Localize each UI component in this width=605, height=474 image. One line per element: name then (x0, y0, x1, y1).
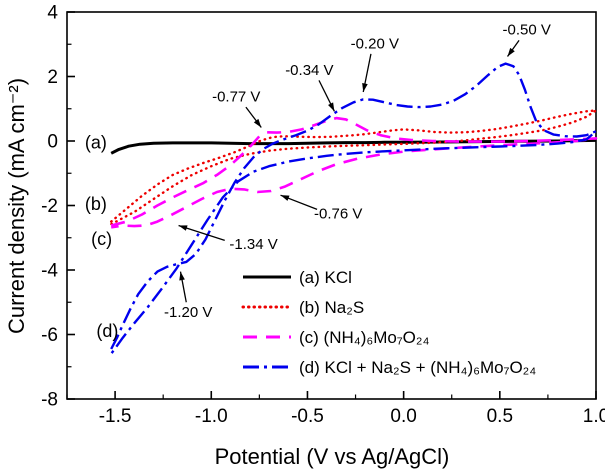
curve-d-mixture (110, 62, 598, 355)
y-tick-label: -4 (41, 261, 58, 282)
x-tick-label: 0.5 (487, 406, 513, 427)
y-tick-label: 0 (47, 132, 58, 153)
curve-letter-c: (c) (91, 229, 112, 249)
x-axis-title: Potential (V vs Ag/AgCl) (215, 444, 450, 469)
y-tick-label: -8 (41, 390, 58, 411)
curve-letter-b: (b) (85, 194, 107, 214)
peak-annotation-3: -0.77 V (212, 88, 260, 105)
y-axis-title: Current density (mA cm⁻²) (4, 78, 29, 334)
peak-annotation-arrow-0-head (507, 47, 515, 57)
y-tick-label: 2 (47, 67, 58, 88)
peak-annotation-arrow-3-head (253, 118, 262, 128)
curve-b-na2s (109, 109, 598, 226)
peak-annotation-4: -0.76 V (314, 206, 362, 223)
x-tick-label: 0.0 (390, 406, 416, 427)
curve-c-ammonium-heptamolybdate (110, 116, 598, 229)
peak-annotation-1: -0.20 V (351, 36, 399, 53)
x-tick-label: -1.5 (99, 406, 132, 427)
legend-label-c-ammonium-heptamolybdate: (c) (NH₄)₆Mo₇O₂₄ (299, 328, 429, 347)
peak-annotation-arrow-5-head (178, 225, 188, 231)
y-tick-label: 4 (47, 3, 58, 24)
y-tick-label: -2 (41, 196, 58, 217)
legend-label-b-na2s: (b) Na₂S (299, 298, 364, 317)
y-tick-label: -6 (41, 325, 58, 346)
peak-annotation-arrow-2-head (328, 102, 335, 112)
x-tick-label: -0.5 (291, 406, 324, 427)
peak-annotation-5: -1.34 V (229, 236, 277, 253)
legend-label-d-mixture: (d) KCl + Na₂S + (NH₄)₆Mo₇O₂₄ (299, 358, 536, 377)
x-tick-label: -1.0 (195, 406, 228, 427)
peak-annotation-arrow-6-head (179, 271, 185, 281)
peak-annotation-6: -1.20 V (164, 304, 212, 321)
curve-letter-d: (d) (96, 321, 118, 341)
legend-label-a-kcl: (a) KCl (299, 268, 352, 287)
curve-letter-a: (a) (85, 133, 107, 153)
x-tick-label: 1.0 (583, 406, 605, 427)
peak-annotation-2: -0.34 V (285, 62, 333, 79)
peak-annotation-arrow-1-head (362, 83, 368, 92)
peak-annotation-0: -0.50 V (503, 22, 551, 39)
peak-annotation-arrow-4-head (280, 195, 290, 201)
